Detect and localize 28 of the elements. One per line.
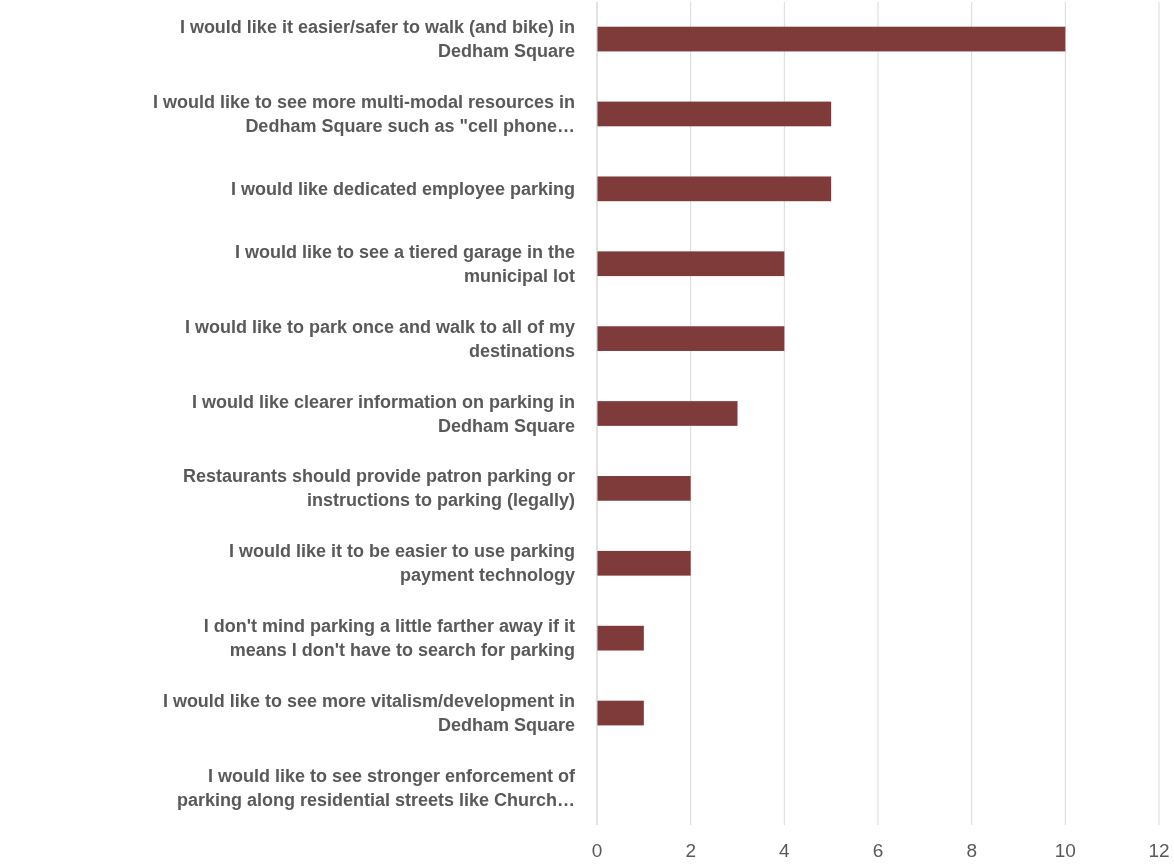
bar (597, 176, 832, 202)
y-tick-label: I would like to see more vitalism/development in Dedham Square (162, 691, 575, 736)
y-tick-label: I would like to see stronger enforcement of parking along residential streets like Church… (176, 765, 576, 810)
bar (597, 700, 644, 726)
y-tick-label: I would like dedicated employee parking (230, 178, 575, 199)
bar (597, 401, 738, 426)
y-tick-label: I would like clearer information on parking in Dedham Square (191, 391, 575, 436)
bar (597, 550, 691, 576)
y-tick-label: I would like it to be easier to use parking payment technology (228, 541, 575, 586)
y-tick-label: I would like to see more multi-modal resources in Dedham Square such as "cell phone… (152, 91, 575, 136)
y-tick-label: I don't mind parking a little farther away if it means I don't have to search for parking (203, 616, 575, 661)
x-tick-label: 4 (779, 840, 791, 861)
y-tick-label: Restaurants should provide patron parking or instructions to parking (legally) (182, 466, 576, 511)
x-tick-label: 6 (872, 840, 884, 861)
bar (597, 101, 832, 127)
x-tick-label: 10 (1054, 840, 1076, 861)
y-tick-label: I would like it easier/safer to walk (and bike) in Dedham Square (179, 17, 575, 62)
bar (597, 26, 1066, 52)
x-tick-label: 0 (591, 840, 603, 861)
bar (597, 625, 644, 651)
y-tick-label: I would like to park once and walk to all of my destinations (184, 316, 575, 361)
bar (597, 326, 785, 351)
x-tick-label: 12 (1148, 840, 1170, 861)
x-tick-label: 8 (966, 840, 977, 861)
x-tick-label: 2 (685, 840, 696, 861)
bar (597, 251, 785, 277)
y-tick-label: I would like to see a tiered garage in the municipal lot (234, 241, 575, 286)
bar (597, 476, 691, 501)
